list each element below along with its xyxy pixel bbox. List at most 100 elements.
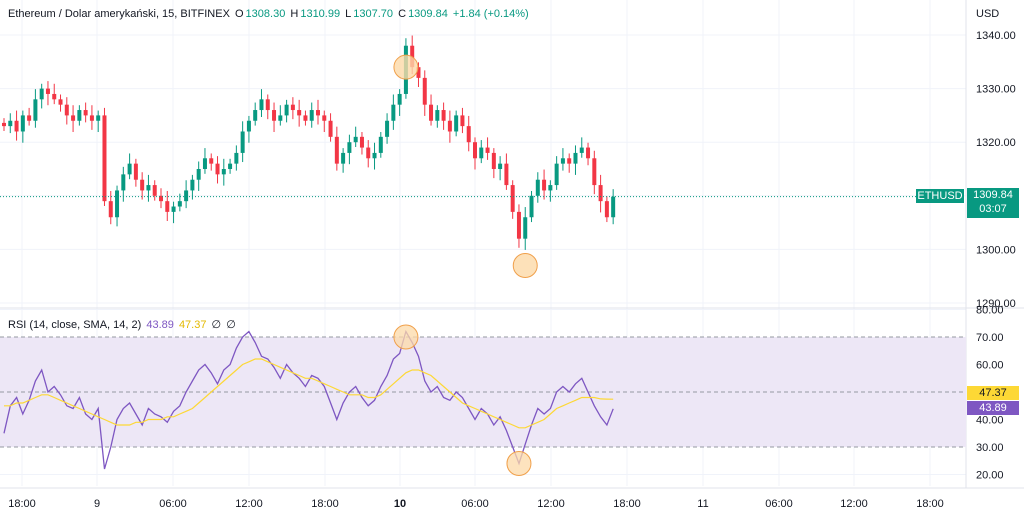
candle-body — [215, 163, 220, 175]
candle-body — [58, 99, 63, 105]
rsi-title: RSI (14, close, SMA, 14, 2) — [8, 319, 142, 331]
time-axis-tick: 06:00 — [765, 498, 793, 510]
candle-body — [347, 142, 352, 153]
highlight-marker — [512, 252, 538, 278]
candle-body — [529, 195, 534, 218]
high-label: H — [290, 8, 299, 20]
candle-body — [548, 185, 553, 191]
candle-body — [228, 163, 233, 169]
candle-body — [71, 115, 76, 121]
candle-body — [102, 115, 107, 202]
candle-body — [253, 110, 258, 121]
rsi-axis-tick: 70.00 — [976, 332, 1004, 344]
candle-body — [504, 163, 509, 186]
candle-body — [316, 110, 320, 116]
rsi-axis-tick: 40.00 — [976, 415, 1004, 427]
candle-body — [328, 120, 333, 137]
symbol-tag: ETHUSD — [916, 189, 964, 203]
highlight-marker — [393, 54, 419, 80]
candle-body — [560, 158, 565, 164]
candle-body — [171, 206, 176, 212]
candle-body — [265, 99, 270, 111]
rsi-header-sma: 47.37 — [178, 319, 207, 331]
candle-body — [115, 190, 120, 218]
candle-body — [20, 115, 25, 132]
rsi-header-extra1: ∅ — [211, 319, 222, 331]
time-axis-tick: 18:00 — [8, 498, 36, 510]
candle-body — [284, 104, 289, 116]
candle-body — [209, 158, 214, 164]
candle-body — [240, 131, 245, 153]
low-label: L — [345, 8, 352, 20]
rsi-axis-tick: 20.00 — [976, 470, 1004, 482]
candle-body — [592, 158, 597, 186]
candle-body — [108, 201, 113, 218]
candle-body — [196, 169, 201, 180]
candle-body — [322, 115, 327, 121]
rsi-line — [3, 329, 614, 470]
price-axis-tick: 1330.00 — [976, 84, 1016, 96]
currency-label: USD — [976, 8, 1000, 20]
candle-body — [89, 115, 94, 121]
candle-body — [579, 147, 584, 153]
candle-body — [309, 110, 314, 121]
low-value: 1307.70 — [353, 8, 394, 20]
candle-body — [385, 120, 390, 137]
candle-body — [429, 104, 434, 121]
candle-body — [416, 67, 421, 78]
candle-body — [146, 185, 151, 191]
candle-body — [190, 179, 195, 191]
time-axis-tick: 11 — [697, 498, 708, 510]
symbol-title: Ethereum / Dolar amerykański, 15, BITFIN… — [8, 8, 230, 20]
candle-body — [485, 147, 490, 153]
candle-body — [435, 110, 440, 121]
candle-body — [586, 147, 591, 159]
candle-body — [341, 152, 346, 164]
candle-body — [45, 88, 50, 94]
price-axis-tick: 1340.00 — [976, 30, 1016, 42]
candle-body — [140, 179, 145, 191]
candle-body — [246, 120, 251, 132]
candle-body — [391, 104, 396, 121]
price-tag-countdown: 03:07 — [979, 203, 1007, 215]
price-axis-tick: 1320.00 — [976, 137, 1016, 149]
candle-body — [303, 115, 308, 121]
candle-body — [473, 142, 477, 159]
highlight-marker — [393, 324, 419, 350]
candle-body — [278, 115, 283, 121]
price-axis-tick: 1300.00 — [976, 244, 1016, 256]
candle-body — [491, 152, 496, 169]
close-value: 1309.84 — [408, 8, 448, 20]
candle-body — [121, 174, 126, 191]
candle-body — [8, 120, 13, 127]
candle-body — [14, 120, 19, 132]
rsi-header-value: 43.89 — [146, 319, 174, 331]
open-label: O — [234, 8, 244, 20]
close-label: C — [398, 8, 407, 20]
rsi-sma-line — [4, 358, 614, 429]
rsi-axis-tick: 60.00 — [976, 360, 1004, 372]
candle-body — [604, 201, 609, 218]
candle-body — [567, 158, 572, 164]
candle-body — [184, 190, 189, 202]
time-axis-tick: 10 — [394, 498, 406, 510]
time-axis-tick: 18:00 — [613, 498, 641, 510]
candle-body — [454, 115, 459, 132]
candle-body — [516, 211, 521, 239]
time-axis-tick: 12:00 — [235, 498, 263, 510]
candle-body — [378, 136, 383, 153]
highlight-marker — [506, 451, 532, 476]
rsi-axis-tick: 80.00 — [976, 305, 1004, 317]
time-axis-tick: 9 — [94, 498, 100, 510]
price-header: Ethereum / Dolar amerykański, 15, BITFIN… — [8, 8, 531, 20]
candle-body — [27, 115, 32, 121]
candle-body — [397, 93, 402, 105]
candle-body — [611, 196, 616, 218]
rsi-value-tag: 43.89 — [967, 401, 1019, 415]
candle-body — [290, 104, 295, 111]
candle-body — [165, 201, 170, 212]
candle-body — [542, 179, 547, 191]
price-axis-tick: 1290.00 — [976, 298, 1016, 310]
candle-body — [359, 136, 364, 148]
